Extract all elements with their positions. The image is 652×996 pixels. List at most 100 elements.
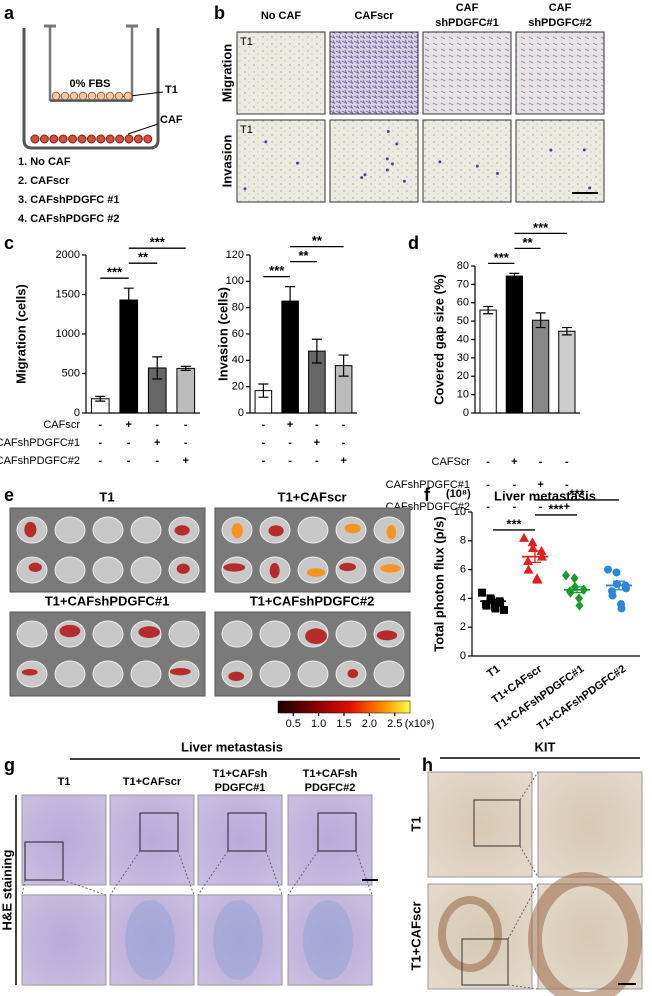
colorbar-tick-label: 2.0 [362,718,377,730]
organ [54,660,86,688]
y-tick-label: 0 [460,650,466,662]
he-image [109,894,195,986]
error-bar [509,272,520,280]
group-header: T1+CAFshPDGFC#1 [45,593,170,608]
signal [386,525,397,540]
stained-cell [582,148,586,152]
point [575,593,583,604]
signal [228,671,245,682]
bar [505,275,524,414]
point [575,600,584,611]
point [604,565,612,574]
stained-cell [296,161,300,165]
y-tick-label: 500 [62,367,80,379]
y-tick-label: 2 [460,621,466,633]
organ [130,660,162,688]
point [570,573,579,584]
y-tick-label: 8 [460,535,466,547]
treatment-sign: - [565,479,569,491]
stained-cell [549,148,553,152]
colorbar [277,700,411,714]
y-tick-label: 40 [232,354,244,366]
he-image [197,794,283,886]
y-tick-label: 80 [457,260,469,272]
treatment-sign: - [288,437,292,449]
he-image [21,794,107,886]
he-image [287,894,373,986]
point [478,588,486,597]
signal [59,624,81,638]
treatment-sign: - [184,437,188,449]
cell-t1 [105,91,115,101]
tumor-region [303,900,353,980]
signal [380,564,401,573]
column-header: No CAF [261,10,302,22]
point [491,604,500,613]
x-tick-label: T1 [485,663,502,680]
treatment-sign: + [511,456,517,468]
error-bar [483,305,494,315]
signal [174,525,190,536]
y-tick-label: 20 [232,381,244,393]
error-bar [535,312,546,329]
stained-cell [363,173,367,177]
stained-ring [438,896,502,972]
panel-label: c [4,233,14,253]
signal [28,562,42,573]
zoom-box [139,812,179,852]
column-header: T1 [58,776,71,788]
panel-label: b [214,3,225,23]
treatment-sign: - [342,437,346,449]
column-header: CAF [456,2,479,14]
cell-t1 [87,91,97,101]
y-tick-label: 60 [232,328,244,340]
organ [54,516,86,544]
column-header: PDGFC#2 [305,782,356,794]
treatment-sign: - [127,437,131,449]
ihc-image [427,771,533,878]
treatment-sign: - [513,501,517,513]
cell-caf [96,134,106,144]
significance-label: ** [298,248,309,263]
zoom-line [519,771,539,878]
colorbar-tick-label: 1.5 [336,718,351,730]
point [536,545,547,555]
organ [168,620,200,648]
treatment-sign: - [539,456,543,468]
treatment-sign: + [126,419,132,431]
signal [24,521,37,538]
column-header: T1+CAFsh [303,768,358,780]
point [612,568,621,577]
corner-label: T1 [240,36,253,48]
signal [347,668,359,679]
organ [297,516,329,544]
bar [119,299,139,414]
significance-label: *** [150,235,166,250]
treatment-sign: - [98,437,102,449]
zoom-line [197,850,283,896]
column-header: shPDGFC#2 [528,17,592,29]
organ [130,516,162,544]
panel-label: e [4,485,14,505]
y-tick-label: 30 [457,352,469,364]
column-header: T1+CAFsh [213,768,268,780]
row-label: Migration [219,44,234,103]
micrograph [515,31,605,115]
cell-caf [115,134,125,144]
cell-caf [86,134,96,144]
column-header: CAF [549,2,572,14]
micrograph [422,31,512,115]
micrograph [329,119,419,203]
sem-bar [613,580,625,591]
y-tick-label: 10 [457,389,469,401]
y-tick-label: 6 [460,564,466,576]
significance-label: ** [312,233,323,248]
zoom-box [317,812,357,852]
column-header: T1+CAFscr [123,776,182,788]
row-label: T1+CAFscr [408,902,423,971]
y-tick-label: 1500 [56,288,80,300]
cell-t1 [123,91,133,101]
signal [268,525,284,537]
y-tick-label: 10 [454,506,466,518]
